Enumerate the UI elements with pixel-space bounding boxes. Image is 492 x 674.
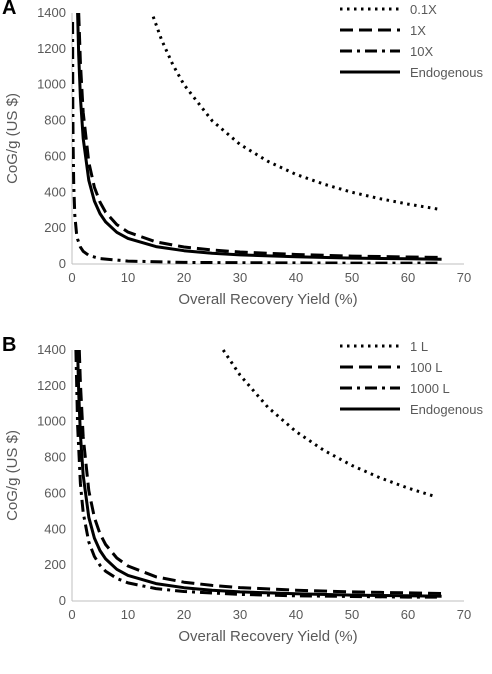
- x-tick-label: 20: [177, 607, 191, 622]
- y-tick-label: 600: [44, 148, 66, 163]
- x-tick-label: 60: [401, 270, 415, 285]
- panel-label-b: B: [2, 334, 17, 356]
- legend-label: 1000 L: [410, 381, 450, 396]
- x-axis-title: Overall Recovery Yield (%): [178, 291, 357, 308]
- y-tick-label: 800: [44, 113, 66, 128]
- y-tick-label: 1400: [37, 5, 66, 20]
- y-tick-label: 1200: [37, 41, 66, 56]
- x-tick-label: 10: [121, 607, 135, 622]
- series-line-endogenous: [76, 12, 442, 261]
- y-tick-label: 200: [44, 220, 66, 235]
- y-tick-label: 0: [59, 256, 66, 271]
- series-group: [72, 12, 442, 264]
- series-line-100-l: [77, 349, 442, 595]
- y-tick-label: 1200: [37, 378, 66, 393]
- series-line-1x: [77, 12, 442, 259]
- x-axis-title: Overall Recovery Yield (%): [178, 628, 357, 645]
- panel-label-a: A: [2, 0, 17, 19]
- y-tick-label: 400: [44, 521, 66, 536]
- x-tick-label: 0: [68, 607, 75, 622]
- legend-label: 10X: [410, 44, 433, 59]
- x-tick-label: 50: [345, 270, 359, 285]
- legend-label: 1 L: [410, 339, 428, 354]
- y-axis-title: CoG/g (US $): [4, 430, 21, 521]
- x-tick-label: 40: [289, 270, 303, 285]
- legend-label: 100 L: [410, 360, 443, 375]
- y-tick-label: 1000: [37, 77, 66, 92]
- x-tick-label: 70: [457, 270, 471, 285]
- chart-svg-a: 0 200 400 600 800 1000 1200 1400 0 10 20 30 40 50 60 70…: [4, 2, 484, 308]
- chart-panel-a: 0 200 400 600 800 1000 1200 1400 0 10 20 30 40 50 60 70…: [2, 0, 484, 308]
- y-tick-label: 1000: [37, 414, 66, 429]
- y-tick-label: 200: [44, 557, 66, 572]
- x-tick-label: 50: [345, 607, 359, 622]
- x-tick-label: 10: [121, 270, 135, 285]
- series-line-endogenous: [76, 349, 442, 598]
- x-tick-label: 40: [289, 607, 303, 622]
- x-tick-label: 70: [457, 607, 471, 622]
- x-tick-label: 30: [233, 270, 247, 285]
- y-tick-label: 800: [44, 450, 66, 465]
- x-tick-label: 0: [68, 270, 75, 285]
- legend-label: 0.1X: [410, 2, 437, 17]
- series-line-1-l: [221, 349, 437, 499]
- y-tick-label: 1400: [37, 342, 66, 357]
- y-tick-label: 400: [44, 184, 66, 199]
- x-tick-label: 60: [401, 607, 415, 622]
- legend-label: 1X: [410, 23, 426, 38]
- series-line-0-1x: [151, 16, 442, 212]
- series-line-1000-l: [74, 349, 442, 599]
- y-axis-title: CoG/g (US $): [4, 93, 21, 184]
- chart-panel-b: 0 200 400 600 800 1000 1200 1400 0 10 20 30 40 50 60 70…: [0, 334, 492, 674]
- x-tick-label: 30: [233, 607, 247, 622]
- y-tick-label: 0: [59, 593, 66, 608]
- series-line-10x: [72, 21, 442, 264]
- series-group: [74, 349, 442, 599]
- legend-label: Endogenous: [410, 65, 484, 80]
- chart-svg-b: 0 200 400 600 800 1000 1200 1400 0 10 20 30 40 50 60 70…: [4, 339, 484, 645]
- legend-label: Endogenous: [410, 402, 484, 417]
- y-tick-label: 600: [44, 485, 66, 500]
- x-tick-label: 20: [177, 270, 191, 285]
